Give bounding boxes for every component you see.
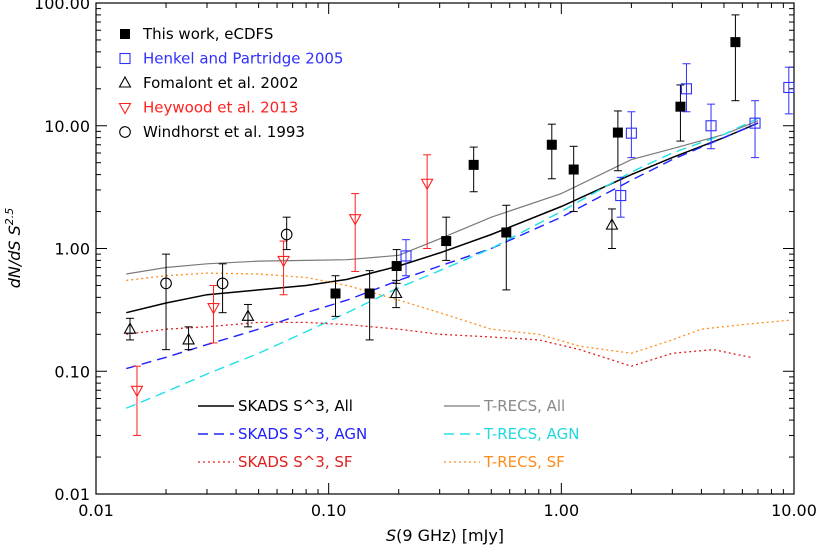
filled-square-marker — [441, 236, 452, 247]
legend-label: Windhorst et al. 1993 — [143, 123, 305, 141]
y-tick-label: 1.00 — [54, 240, 90, 259]
line-series — [126, 122, 759, 370]
open-circle-marker — [280, 228, 293, 241]
open-square-marker — [705, 120, 717, 132]
x-tick-label: 0.01 — [78, 501, 114, 520]
open-square-marker — [400, 250, 412, 262]
triangle-down-marker — [277, 255, 291, 268]
filled-square-marker — [364, 288, 375, 299]
filled-square-marker — [330, 288, 341, 299]
y-axis-title: dN/dS S2.5 — [3, 208, 24, 289]
triangle-up-marker — [182, 332, 196, 345]
open-square-marker — [615, 190, 627, 202]
line-series — [126, 117, 759, 409]
triangle-down-marker — [348, 214, 362, 226]
filled-square-marker — [391, 261, 402, 272]
line-series — [126, 272, 789, 354]
data-points — [123, 14, 795, 436]
y-tick-label: 0.10 — [54, 362, 90, 381]
triangle-up-marker — [605, 217, 619, 230]
legend-label: Fomalont et al. 2002 — [143, 74, 299, 92]
y-tick-label: 100.00 — [34, 0, 90, 13]
y-axis-exponent: 2.5 — [3, 208, 16, 226]
triangle-down-marker — [420, 178, 434, 191]
open-square-marker — [119, 52, 131, 65]
legend-line-label: SKADS S^3, SF — [238, 453, 353, 471]
legend-line-label: T-RECS, All — [483, 397, 565, 415]
x-axis-variable: S — [386, 526, 396, 545]
line-series — [126, 122, 759, 314]
open-square-marker — [680, 83, 693, 95]
x-tick-label: 1.00 — [544, 501, 580, 520]
legend-label: Henkel and Partridge 2005 — [143, 50, 343, 68]
x-tick-label: 0.10 — [311, 501, 347, 520]
open-square-marker — [625, 127, 637, 139]
open-square-marker — [749, 117, 761, 129]
open-circle-marker — [119, 126, 131, 138]
filled-square-marker — [675, 101, 686, 112]
legend-line-label: T-RECS, SF — [483, 453, 565, 471]
filled-square-marker — [546, 139, 557, 150]
triangle-down-marker — [118, 102, 132, 115]
x-axis-title: S(9 GHz) [mJy] — [386, 526, 504, 545]
filled-square-marker — [730, 37, 741, 48]
legend-line-label: SKADS S^3, AGN — [238, 425, 367, 443]
line-series — [126, 321, 751, 367]
y-tick-label: 10.00 — [44, 117, 90, 136]
triangle-up-marker — [118, 75, 132, 88]
filled-square-marker — [120, 29, 130, 39]
legend-label: Heywood et al. 2013 — [143, 99, 298, 117]
legend-line-label: SKADS S^3, All — [238, 397, 353, 415]
y-tick-label: 0.01 — [54, 485, 90, 504]
filled-square-marker — [612, 127, 623, 138]
y-axis-main: dN/dS S — [5, 225, 24, 288]
triangle-down-marker — [130, 385, 144, 398]
open-circle-marker — [160, 277, 172, 290]
line-series — [126, 120, 759, 275]
triangle-down-marker — [207, 303, 220, 315]
model-lines — [126, 117, 789, 409]
triangle-up-marker — [123, 322, 137, 334]
legend: This work, eCDFS Henkel and Partridge 200… — [118, 25, 579, 471]
legend-label: This work, eCDFS — [142, 25, 273, 43]
filled-square-marker — [568, 164, 579, 175]
open-square-marker — [783, 81, 795, 94]
open-circle-marker — [216, 277, 229, 290]
x-tick-label: 10.00 — [771, 501, 817, 520]
filled-square-marker — [501, 227, 512, 238]
axis-ticks: 0.01 0.10 1.00 10.00 0.01 0.10 1.00 10.00 100.00 — [34, 0, 817, 520]
filled-square-marker — [468, 159, 479, 170]
triangle-up-marker — [241, 309, 255, 321]
triangle-up-marker — [389, 286, 403, 299]
legend-line-label: T-RECS, AGN — [483, 425, 579, 443]
x-axis-unit: (9 GHz) [mJy] — [396, 526, 504, 545]
